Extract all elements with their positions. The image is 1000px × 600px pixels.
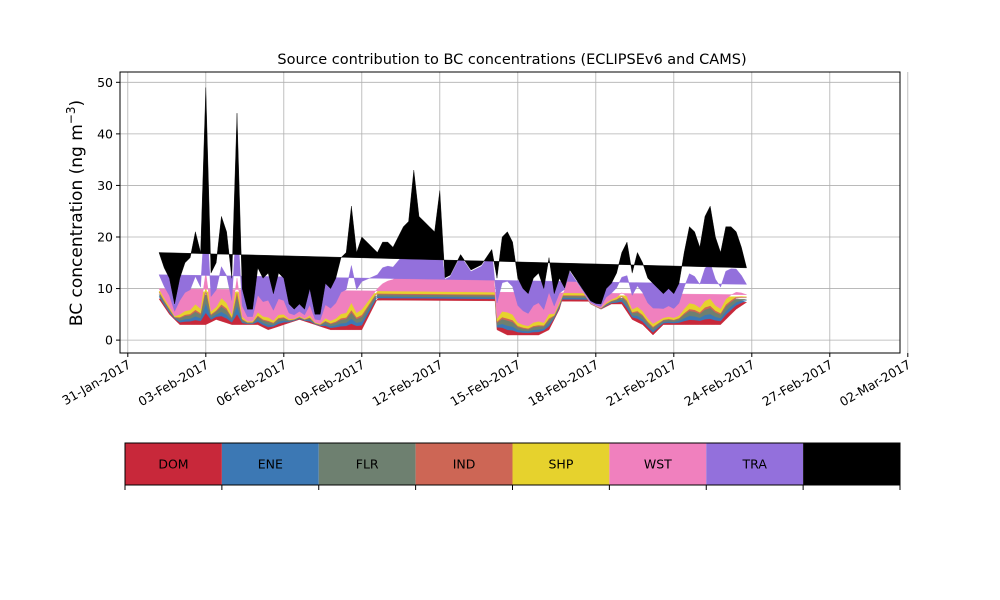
legend-label-ind: IND <box>453 457 476 472</box>
legend-swatch-ind <box>415 443 513 485</box>
y-tick-label: 0 <box>105 333 113 348</box>
x-tick-label: 03-Feb-2017 <box>135 357 211 409</box>
legend-label-wst: WST <box>644 457 672 472</box>
legend-label-bb: BB <box>843 457 860 472</box>
legend-label-tra: TRA <box>742 457 768 472</box>
y-tick-label: 10 <box>97 281 113 296</box>
x-tick-label: 21-Feb-2017 <box>603 357 679 409</box>
legend-swatch-ene <box>221 443 319 485</box>
y-tick-label: 30 <box>97 178 113 193</box>
legend-swatch-shp <box>512 443 610 485</box>
x-tick-label: 18-Feb-2017 <box>525 357 601 409</box>
legend-label-ene: ENE <box>258 457 283 472</box>
x-tick-label: 24-Feb-2017 <box>681 357 757 409</box>
y-tick-label: 50 <box>97 75 113 90</box>
legend-swatch-bb <box>803 443 900 485</box>
x-tick-label: 06-Feb-2017 <box>213 357 289 409</box>
legend-label-dom: DOM <box>158 457 188 472</box>
y-tick-label: 20 <box>97 229 113 244</box>
legend-colorbar: DOM ENE FLR IND SHP WST TRA BB <box>124 442 901 490</box>
legend-swatch-tra <box>706 443 804 485</box>
x-tick-label: 02-Mar-2017 <box>837 357 913 410</box>
legend-label-shp: SHP <box>549 457 574 472</box>
x-tick-label: 15-Feb-2017 <box>447 357 523 409</box>
x-tick-label: 31-Jan-2017 <box>59 357 133 408</box>
axes-frame <box>119 71 901 354</box>
legend-swatch-dom <box>125 443 222 485</box>
x-tick-label: 12-Feb-2017 <box>369 357 445 409</box>
area-bb <box>158 87 747 315</box>
x-tick-label: 09-Feb-2017 <box>291 357 367 409</box>
legend-swatch-wst <box>609 443 707 485</box>
chart-title: Source contribution to BC concentrations… <box>277 52 746 68</box>
y-tick-label: 40 <box>97 126 113 141</box>
legend-label-flr: FLR <box>356 457 379 472</box>
x-tick-label: 27-Feb-2017 <box>759 357 835 409</box>
legend-swatch-flr <box>318 443 416 485</box>
y-axis-label: BC concentration (ng m−3) <box>64 100 87 326</box>
plot-area: 0 10 20 30 40 50 31-Jan-2017 03-Feb-2017 06-Feb-… <box>59 71 913 410</box>
